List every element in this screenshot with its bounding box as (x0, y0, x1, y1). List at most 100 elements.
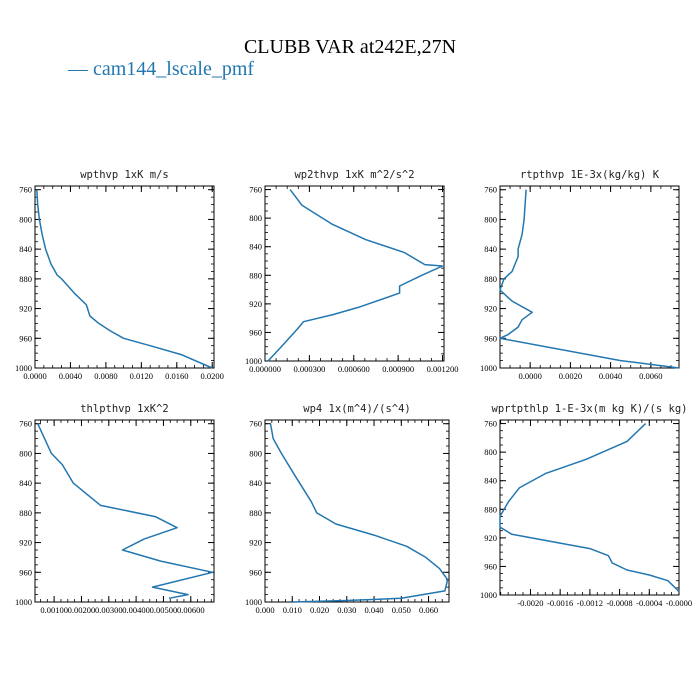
y-tick-label: 840 (249, 242, 262, 252)
y-tick-label: 920 (19, 538, 32, 548)
y-tick-label: 920 (249, 538, 262, 548)
y-tick-label: 920 (249, 299, 262, 309)
y-tick-label: 960 (19, 567, 32, 577)
plot-frame (34, 185, 215, 369)
y-tick-label: 840 (484, 244, 497, 254)
legend-label: cam144_lscale_pmf (93, 58, 255, 80)
x-tick-label: 0.040 (364, 605, 383, 615)
chart-panel-6: wprtpthlp 1-E-3x(m kg K)/(s kg) 760 800 840… (480, 403, 692, 608)
chart-panel-5: wp4 1x(m^4)/(s^4)76080084088092096010000… (245, 403, 450, 615)
x-tick-label: 0.00100 (40, 605, 68, 615)
y-tick-label: 960 (19, 333, 32, 343)
x-tick-label: 0.0040 (59, 371, 82, 381)
x-tick-label: 0.0000 (23, 371, 46, 381)
x-tick-label: 0.00600 (177, 605, 205, 615)
y-tick-label: 880 (484, 274, 497, 284)
chart-panel-2: wp2thvp 1xK m^2/s^2 760 800 840 880 920 960 100… (245, 169, 458, 374)
y-tick-label: 760 (19, 185, 32, 195)
x-tick-label: 0.050 (392, 605, 411, 615)
x-tick-label: 0.000600 (338, 364, 370, 374)
series-line-1 (269, 423, 449, 603)
x-tick-label: 0.0120 (130, 371, 153, 381)
x-tick-label: 0.000000 (249, 364, 281, 374)
series-line-1 (36, 189, 213, 369)
x-tick-label: 0.00300 (95, 605, 123, 615)
x-tick-label: 0.00400 (122, 605, 150, 615)
panel-title: wp4 1x(m^4)/(s^4) (303, 403, 410, 415)
y-tick-label: 800 (249, 448, 262, 458)
y-tick-label: 840 (484, 476, 497, 486)
x-tick-label: 0.020 (310, 605, 329, 615)
x-tick-label: 0.030 (337, 605, 356, 615)
y-tick-label: 760 (19, 419, 32, 429)
y-tick-label: 840 (249, 478, 262, 488)
x-tick-label: -0.0012 (577, 598, 603, 608)
y-tick-label: 880 (19, 508, 32, 518)
x-tick-label: -0.0004 (636, 598, 663, 608)
legend: — cam144_lscale_pmf (68, 58, 254, 81)
x-tick-label: 0.001200 (427, 364, 459, 374)
panel-title: wpthvp 1xK m/s (80, 169, 169, 181)
y-tick-label: 1000 (15, 597, 32, 607)
plot-frame (499, 185, 680, 369)
page-title: CLUBB VAR at242E,27N (243, 36, 457, 58)
x-tick-label: 0.0060 (639, 371, 662, 381)
y-tick-label: 960 (484, 333, 497, 343)
y-tick-label: 920 (19, 304, 32, 314)
x-tick-label: -0.0000 (666, 598, 692, 608)
x-tick-label: 0.0020 (559, 371, 582, 381)
y-tick-label: 920 (484, 304, 497, 314)
y-tick-label: 760 (249, 419, 262, 429)
y-tick-label: 1000 (245, 597, 262, 607)
series-line-1 (499, 423, 680, 592)
x-tick-label: 0.000 (255, 605, 274, 615)
chart-panel-1: wpthvp 1xK m/s76080084088092096010000.00… (15, 169, 224, 381)
chart-panel-3: rtpthvp 1E-3x(kg/kg) K 760 800 840 880 920 960… (480, 169, 680, 381)
x-tick-label: -0.0008 (606, 598, 632, 608)
plot-frame (34, 419, 215, 603)
y-tick-label: 800 (249, 213, 262, 223)
series-line-1 (499, 189, 680, 369)
y-tick-label: 800 (484, 214, 497, 224)
y-tick-label: 760 (484, 185, 497, 195)
plot-frame (264, 419, 450, 603)
y-tick-label: 880 (249, 508, 262, 518)
x-tick-label: 0.000300 (293, 364, 325, 374)
panel-title: wp2thvp 1xK m^2/s^2 (294, 169, 414, 181)
panel-title: wprtpthlp 1-E-3x(m kg K)/(s kg) (492, 403, 688, 415)
chart-panel-4: thlpthvp 1xK^2 760 800 840 880 920 960 1000 0.00… (15, 403, 215, 615)
y-tick-label: 760 (484, 419, 497, 429)
legend-line-marker: — (68, 58, 88, 80)
x-tick-label: 0.000900 (382, 364, 414, 374)
y-tick-label: 760 (249, 185, 262, 195)
x-tick-label: 0.060 (419, 605, 438, 615)
y-tick-label: 1000 (480, 590, 497, 600)
x-tick-label: -0.0016 (547, 598, 573, 608)
y-tick-label: 920 (484, 533, 497, 543)
plot-frame (499, 419, 680, 596)
y-tick-label: 880 (19, 274, 32, 284)
x-tick-label: 0.0160 (165, 371, 188, 381)
y-tick-label: 1000 (245, 356, 262, 366)
series-line-1 (37, 423, 214, 600)
x-tick-label: 0.00200 (68, 605, 96, 615)
x-tick-label: 0.00500 (150, 605, 178, 615)
y-tick-label: 840 (19, 244, 32, 254)
y-tick-label: 880 (249, 270, 262, 280)
y-tick-label: 840 (19, 478, 32, 488)
y-tick-label: 800 (484, 447, 497, 457)
panel-title: thlpthvp 1xK^2 (80, 403, 169, 415)
y-tick-label: 800 (19, 448, 32, 458)
y-tick-label: 960 (249, 327, 262, 337)
plot-frame (264, 185, 445, 362)
x-tick-label: -0.0020 (517, 598, 543, 608)
x-tick-label: 0.0040 (599, 371, 622, 381)
y-tick-label: 960 (484, 561, 497, 571)
panel-title: rtpthvp 1E-3x(kg/kg) K (520, 169, 660, 181)
y-tick-label: 960 (249, 567, 262, 577)
x-tick-label: 0.0200 (201, 371, 224, 381)
x-tick-label: 0.0080 (94, 371, 117, 381)
x-tick-label: 0.0000 (518, 371, 541, 381)
y-tick-label: 880 (484, 504, 497, 514)
